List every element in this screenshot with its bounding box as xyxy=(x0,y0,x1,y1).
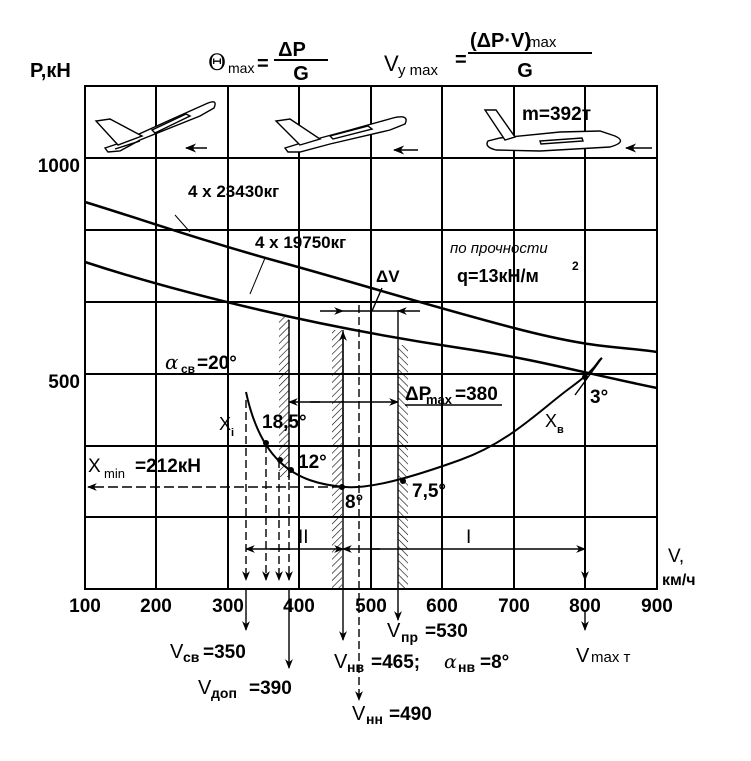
formula-theta-max: Θ max = ΔP G xyxy=(208,39,328,85)
svg-text:доп: доп xyxy=(211,685,237,701)
svg-text:max: max xyxy=(528,34,557,51)
svg-text:V: V xyxy=(198,677,212,699)
svg-text:300: 300 xyxy=(212,596,244,617)
svg-text:в: в xyxy=(557,424,564,436)
svg-text:2: 2 xyxy=(572,259,579,273)
svg-text:=350: =350 xyxy=(203,642,246,663)
svg-text:(ΔP·V): (ΔP·V) xyxy=(470,30,531,52)
svg-text:α: α xyxy=(444,651,457,673)
svg-text:X: X xyxy=(545,411,557,431)
svg-text:св: св xyxy=(183,649,200,665)
svg-text:V: V xyxy=(352,703,366,725)
hatch-band-v-nv xyxy=(332,330,342,589)
y-tick-500: 500 xyxy=(48,372,80,393)
x-axis-label: V, xyxy=(668,546,684,567)
svg-text:=530: =530 xyxy=(425,621,468,642)
angle-7-5-label: 7,5° xyxy=(412,481,446,502)
v-nv-label: V нв =465; α нв =8° xyxy=(334,651,509,675)
angle-3-label: 3° xyxy=(590,387,608,408)
engine-high-label: 4 х 23430кг xyxy=(188,182,279,201)
svg-text:=380: =380 xyxy=(455,384,498,405)
svg-text:пр: пр xyxy=(401,629,418,645)
dimension-arrows xyxy=(245,287,586,553)
alpha-sv-label: α св =20° xyxy=(165,350,237,376)
angle-12-label: 12° xyxy=(298,452,327,473)
svg-text:нв: нв xyxy=(347,659,364,675)
grid xyxy=(84,85,658,590)
v-sv-label: V св =350 xyxy=(170,641,246,665)
svg-text:св: св xyxy=(181,362,195,376)
svg-text:V: V xyxy=(334,651,348,673)
v-nn-label: V нн =490 xyxy=(352,703,432,727)
engine-low-label: 4 х 19750кг xyxy=(255,233,346,252)
svg-text:G: G xyxy=(517,60,533,82)
svg-text:i: i xyxy=(231,427,234,439)
svg-text:=465;: =465; xyxy=(371,652,420,673)
angle-18-5-label: 18,5° xyxy=(262,412,307,433)
svg-text:ΔP: ΔP xyxy=(405,384,432,405)
svg-text:y max: y max xyxy=(398,62,439,79)
svg-text:X: X xyxy=(219,414,231,434)
svg-text:X: X xyxy=(88,456,101,477)
svg-text:Θ: Θ xyxy=(208,51,226,76)
svg-text:=8°: =8° xyxy=(480,652,509,673)
xmin-label: X min =212кН xyxy=(88,456,201,481)
airplane-icon-steep xyxy=(94,101,216,153)
svg-text:200: 200 xyxy=(140,596,172,617)
svg-text:α: α xyxy=(165,350,179,374)
svg-text:100: 100 xyxy=(69,596,101,617)
svg-text:V: V xyxy=(387,620,401,642)
strength-label: по прочности xyxy=(450,240,548,257)
mass-label: m=392т xyxy=(522,104,591,125)
svg-text:G: G xyxy=(293,63,309,85)
guide-lines xyxy=(87,305,603,701)
angle-8-label: 8° xyxy=(345,492,363,513)
svg-text:max: max xyxy=(228,60,254,76)
svg-text:нн: нн xyxy=(366,711,383,727)
v-dop-label: V доп =390 xyxy=(198,677,292,701)
svg-text:500: 500 xyxy=(355,596,387,617)
svg-text:=390: =390 xyxy=(249,678,292,699)
svg-text:V: V xyxy=(384,51,399,76)
svg-text:=490: =490 xyxy=(389,704,432,725)
svg-text:ΔP: ΔP xyxy=(278,39,306,61)
svg-text:600: 600 xyxy=(426,596,458,617)
svg-text:=: = xyxy=(257,53,269,75)
svg-text:800: 800 xyxy=(569,596,601,617)
svg-text:=: = xyxy=(455,49,467,71)
v-pr-label: V пр =530 xyxy=(387,620,468,645)
svg-text:min: min xyxy=(104,466,125,481)
x-axis-ticks: 100 200 300 400 500 600 700 800 900 xyxy=(69,596,673,617)
v-max-label: V max т xyxy=(576,645,631,667)
xv-label: X в xyxy=(545,411,564,436)
hatch-band-v-pr xyxy=(398,345,408,589)
airplane-icon-medium xyxy=(274,116,418,155)
formula-vy-max: V y max = (ΔP·V) max G xyxy=(384,30,592,82)
xi-label: X i xyxy=(219,414,234,439)
delta-v-label: ΔV xyxy=(376,267,400,286)
svg-text:700: 700 xyxy=(498,596,530,617)
svg-text:max: max xyxy=(426,392,453,407)
x-axis-unit: км/ч xyxy=(662,572,696,589)
region-ii-label: II xyxy=(298,527,309,548)
svg-text:V: V xyxy=(576,645,590,667)
svg-text:max т: max т xyxy=(591,649,631,666)
dp-max-label: ΔP max =380 xyxy=(405,384,502,407)
y-tick-1000: 1000 xyxy=(38,156,80,177)
region-i-label: I xyxy=(466,527,471,548)
svg-text:400: 400 xyxy=(283,596,315,617)
strength-q-label: q=13кН/м xyxy=(457,266,539,286)
svg-text:=20°: =20° xyxy=(197,353,237,374)
hatch-band-v-dop xyxy=(279,317,289,477)
airplane-icon-level xyxy=(483,109,652,153)
svg-text:нв: нв xyxy=(458,659,475,675)
svg-text:V: V xyxy=(170,641,184,663)
svg-text:900: 900 xyxy=(641,596,673,617)
svg-text:=212кН: =212кН xyxy=(135,456,201,477)
y-axis-label: P,кН xyxy=(30,60,71,82)
